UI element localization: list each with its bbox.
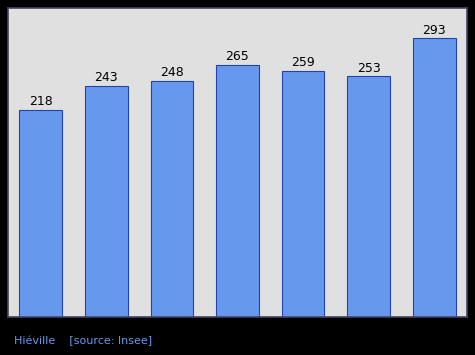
- Bar: [282, 71, 324, 317]
- Text: 265: 265: [226, 50, 249, 63]
- Text: 259: 259: [291, 56, 315, 69]
- Text: 218: 218: [29, 95, 53, 108]
- Text: 248: 248: [160, 66, 184, 79]
- Bar: [85, 86, 128, 317]
- Bar: [347, 76, 390, 317]
- Bar: [216, 65, 259, 317]
- Bar: [413, 38, 456, 317]
- Bar: [19, 110, 62, 317]
- Bar: [151, 81, 193, 317]
- Text: Hiéville    [source: Insee]: Hiéville [source: Insee]: [14, 336, 152, 346]
- Text: 243: 243: [95, 71, 118, 84]
- Text: 253: 253: [357, 61, 380, 75]
- Text: 293: 293: [422, 23, 446, 37]
